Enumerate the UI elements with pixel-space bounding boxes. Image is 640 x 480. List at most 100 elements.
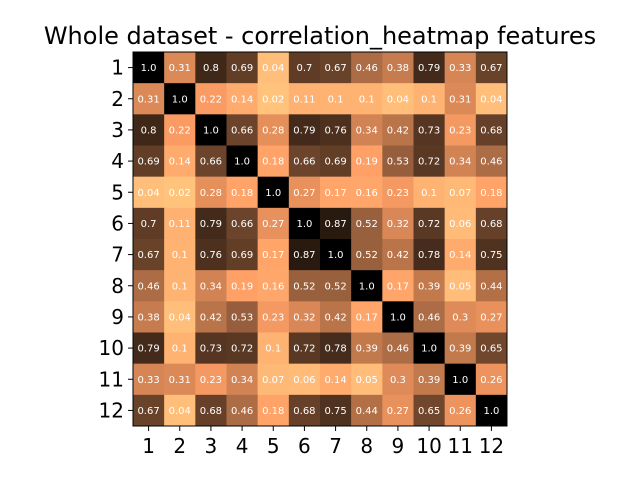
- heatmap-cell-value: 0.22: [200, 94, 222, 105]
- y-tick-label: 5: [111, 180, 124, 204]
- heatmap-cell: [257, 207, 290, 240]
- x-tick-label: 8: [360, 434, 373, 458]
- x-tick-label: 7: [329, 434, 342, 458]
- heatmap-cell: [351, 145, 383, 177]
- heatmap-cell: [288, 394, 321, 427]
- heatmap-cell: [288, 270, 321, 302]
- heatmap-cell-value: 1.0: [359, 281, 375, 292]
- heatmap-cell-value: 0.14: [449, 250, 471, 261]
- x-tick-label: 9: [392, 434, 405, 458]
- heatmap-cell: [257, 239, 290, 271]
- heatmap-cell-value: 0.72: [231, 344, 253, 355]
- x-tick-label: 1: [142, 434, 155, 458]
- heatmap-cell: [133, 239, 165, 271]
- heatmap-cell-value: 0.79: [200, 219, 222, 230]
- heatmap-cell-value: 0.72: [293, 344, 315, 355]
- heatmap-cell: [413, 270, 445, 302]
- heatmap-cell: [257, 332, 290, 364]
- heatmap-cell-value: 1.0: [296, 219, 312, 230]
- heatmap-cell: [288, 145, 321, 177]
- heatmap-cell: [226, 207, 258, 240]
- heatmap-cell-value: 0.87: [324, 219, 346, 230]
- heatmap-cell: [164, 270, 196, 302]
- heatmap-cell: [444, 176, 477, 209]
- heatmap-cell-value: 0.46: [387, 344, 409, 355]
- heatmap-cell-value: 0.66: [293, 157, 315, 168]
- heatmap-cell: [195, 363, 227, 396]
- heatmap-cell: [320, 114, 352, 146]
- heatmap-cell-value: 0.53: [231, 312, 253, 323]
- heatmap-cell-value: 0.19: [231, 281, 253, 292]
- heatmap-cell: [320, 394, 352, 427]
- heatmap-cell: [382, 301, 414, 333]
- heatmap-cell: [226, 332, 258, 364]
- heatmap-cell: [413, 207, 445, 240]
- heatmap-cell-value: 0.68: [200, 406, 222, 417]
- heatmap-cell: [195, 114, 227, 146]
- heatmap-cell: [320, 301, 352, 333]
- heatmap-cell: [351, 52, 383, 84]
- heatmap-cell-value: 0.76: [200, 250, 222, 261]
- heatmap-cell: [475, 83, 508, 115]
- heatmap-cell-value: 0.31: [449, 94, 471, 105]
- heatmap-cell: [382, 176, 414, 209]
- heatmap-cell: [444, 394, 477, 427]
- heatmap-cell: [288, 332, 321, 364]
- heatmap-cell: [226, 52, 258, 84]
- heatmap-cell: [351, 239, 383, 271]
- heatmap-cell-value: 0.1: [172, 281, 188, 292]
- heatmap-cell-value: 0.39: [418, 375, 440, 386]
- heatmap-cell: [413, 176, 445, 209]
- heatmap-cell: [195, 270, 227, 302]
- heatmap-cell-value: 1.0: [421, 344, 437, 355]
- heatmap-cell-value: 0.3: [390, 375, 406, 386]
- heatmap-cell-value: 0.44: [480, 281, 502, 292]
- heatmap-cell-value: 0.46: [137, 281, 159, 292]
- heatmap-cell-value: 0.19: [356, 157, 378, 168]
- heatmap-cell-value: 0.67: [137, 406, 159, 417]
- heatmap-cell-value: 0.31: [169, 63, 191, 74]
- heatmap-cell-value: 0.46: [418, 312, 440, 323]
- heatmap-cell-value: 0.32: [387, 219, 409, 230]
- heatmap-cell: [413, 52, 445, 84]
- heatmap-cell-value: 0.06: [449, 219, 471, 230]
- heatmap-cell: [288, 239, 321, 271]
- heatmap-cell: [195, 145, 227, 177]
- heatmap-cell: [195, 239, 227, 271]
- heatmap-cell: [164, 52, 196, 84]
- heatmap-cell: [133, 207, 165, 240]
- heatmap-cell-value: 0.46: [480, 157, 502, 168]
- heatmap-cell-value: 0.42: [324, 312, 346, 323]
- heatmap-cell: [195, 207, 227, 240]
- heatmap-cell-value: 0.04: [262, 63, 284, 74]
- heatmap-cell: [133, 301, 165, 333]
- heatmap-cell-value: 0.27: [387, 406, 409, 417]
- heatmap-cell-value: 0.17: [387, 281, 409, 292]
- heatmap-cell: [351, 114, 383, 146]
- y-tick-label: 3: [111, 118, 124, 142]
- heatmap-cell: [195, 332, 227, 364]
- heatmap-cell: [257, 83, 290, 115]
- heatmap-cell-value: 0.04: [169, 312, 191, 323]
- heatmap-cell: [382, 83, 414, 115]
- heatmap-cell-value: 0.33: [449, 63, 471, 74]
- heatmap-cell-value: 0.33: [137, 375, 159, 386]
- heatmap-cell-value: 0.14: [169, 157, 191, 168]
- heatmap-cell: [382, 363, 414, 396]
- heatmap-cell-value: 0.23: [200, 375, 222, 386]
- heatmap-cell-value: 0.76: [324, 125, 346, 136]
- heatmap-cell-value: 0.39: [418, 281, 440, 292]
- x-tick-label: 10: [416, 434, 441, 458]
- heatmap-cell-value: 0.22: [169, 125, 191, 136]
- heatmap-cell-value: 0.31: [169, 375, 191, 386]
- y-tick-label: 9: [111, 305, 124, 329]
- heatmap-cell: [320, 176, 352, 209]
- heatmap-cell: [320, 83, 352, 115]
- heatmap-cell-value: 0.72: [418, 157, 440, 168]
- heatmap-cells: [133, 52, 508, 427]
- heatmap-cell-value: 0.69: [324, 157, 346, 168]
- heatmap-cell: [382, 207, 414, 240]
- heatmap-cell-value: 0.66: [200, 157, 222, 168]
- heatmap-cell-value: 0.26: [480, 375, 502, 386]
